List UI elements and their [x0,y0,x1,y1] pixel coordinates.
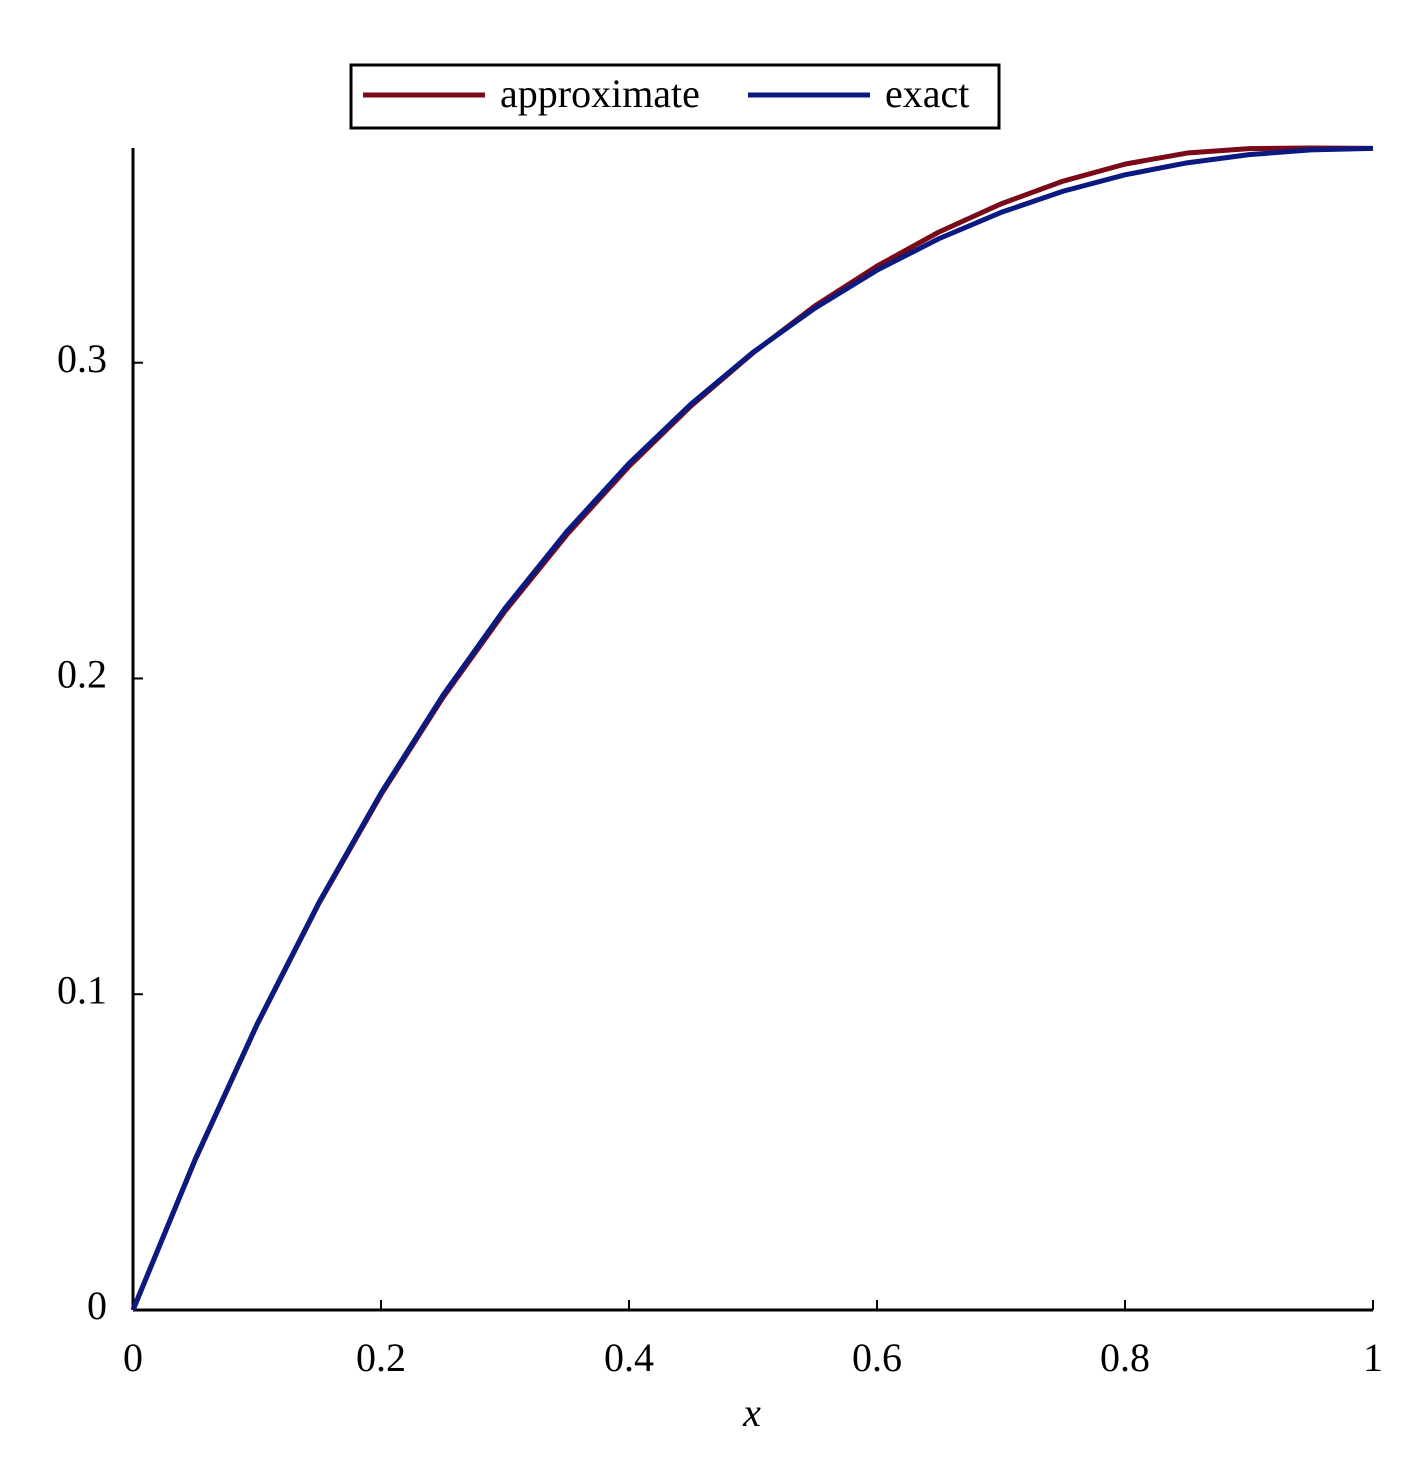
y-tick-label: 0.2 [57,652,107,697]
legend-label: approximate [500,71,700,116]
x-tick-label: 0.6 [852,1335,902,1380]
y-tick-label: 0.3 [57,336,107,381]
x-tick-label: 0.4 [604,1335,654,1380]
x-tick-label: 0.2 [356,1335,406,1380]
y-tick-label: 0 [87,1283,107,1328]
legend-label: exact [885,71,969,116]
x-tick-label: 1 [1363,1335,1383,1380]
x-tick-label: 0 [123,1335,143,1380]
x-axis-label: x [742,1390,761,1435]
line [130,145,1374,1311]
x-tick-label: 0.8 [1100,1335,1150,1380]
line [130,145,1374,1311]
y-tick-label: 0.1 [57,967,107,1012]
